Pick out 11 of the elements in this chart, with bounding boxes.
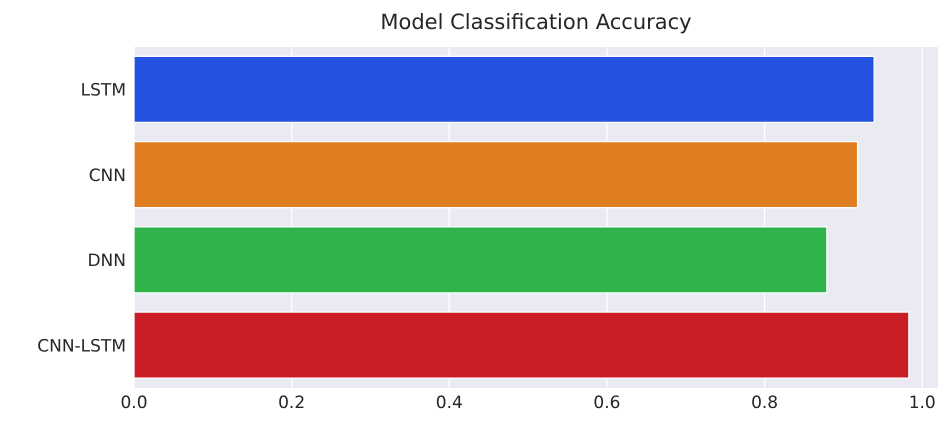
x-tick-label: 0.0 xyxy=(120,393,148,414)
x-tick-label: 0.4 xyxy=(436,393,463,414)
y-tick-label: LSTM xyxy=(80,80,126,101)
y-tick-label: CNN xyxy=(88,166,126,186)
y-tick-label: DNN xyxy=(87,251,126,272)
x-tick-label: 1.0 xyxy=(908,393,936,414)
x-tick-label: 0.8 xyxy=(751,393,778,414)
y-tick-label: CNN-LSTM xyxy=(37,336,126,356)
x-tick-label: 0.2 xyxy=(278,393,306,414)
x-tick-label: 0.6 xyxy=(593,393,620,414)
chart-title: Model Classification Accuracy xyxy=(379,10,693,34)
